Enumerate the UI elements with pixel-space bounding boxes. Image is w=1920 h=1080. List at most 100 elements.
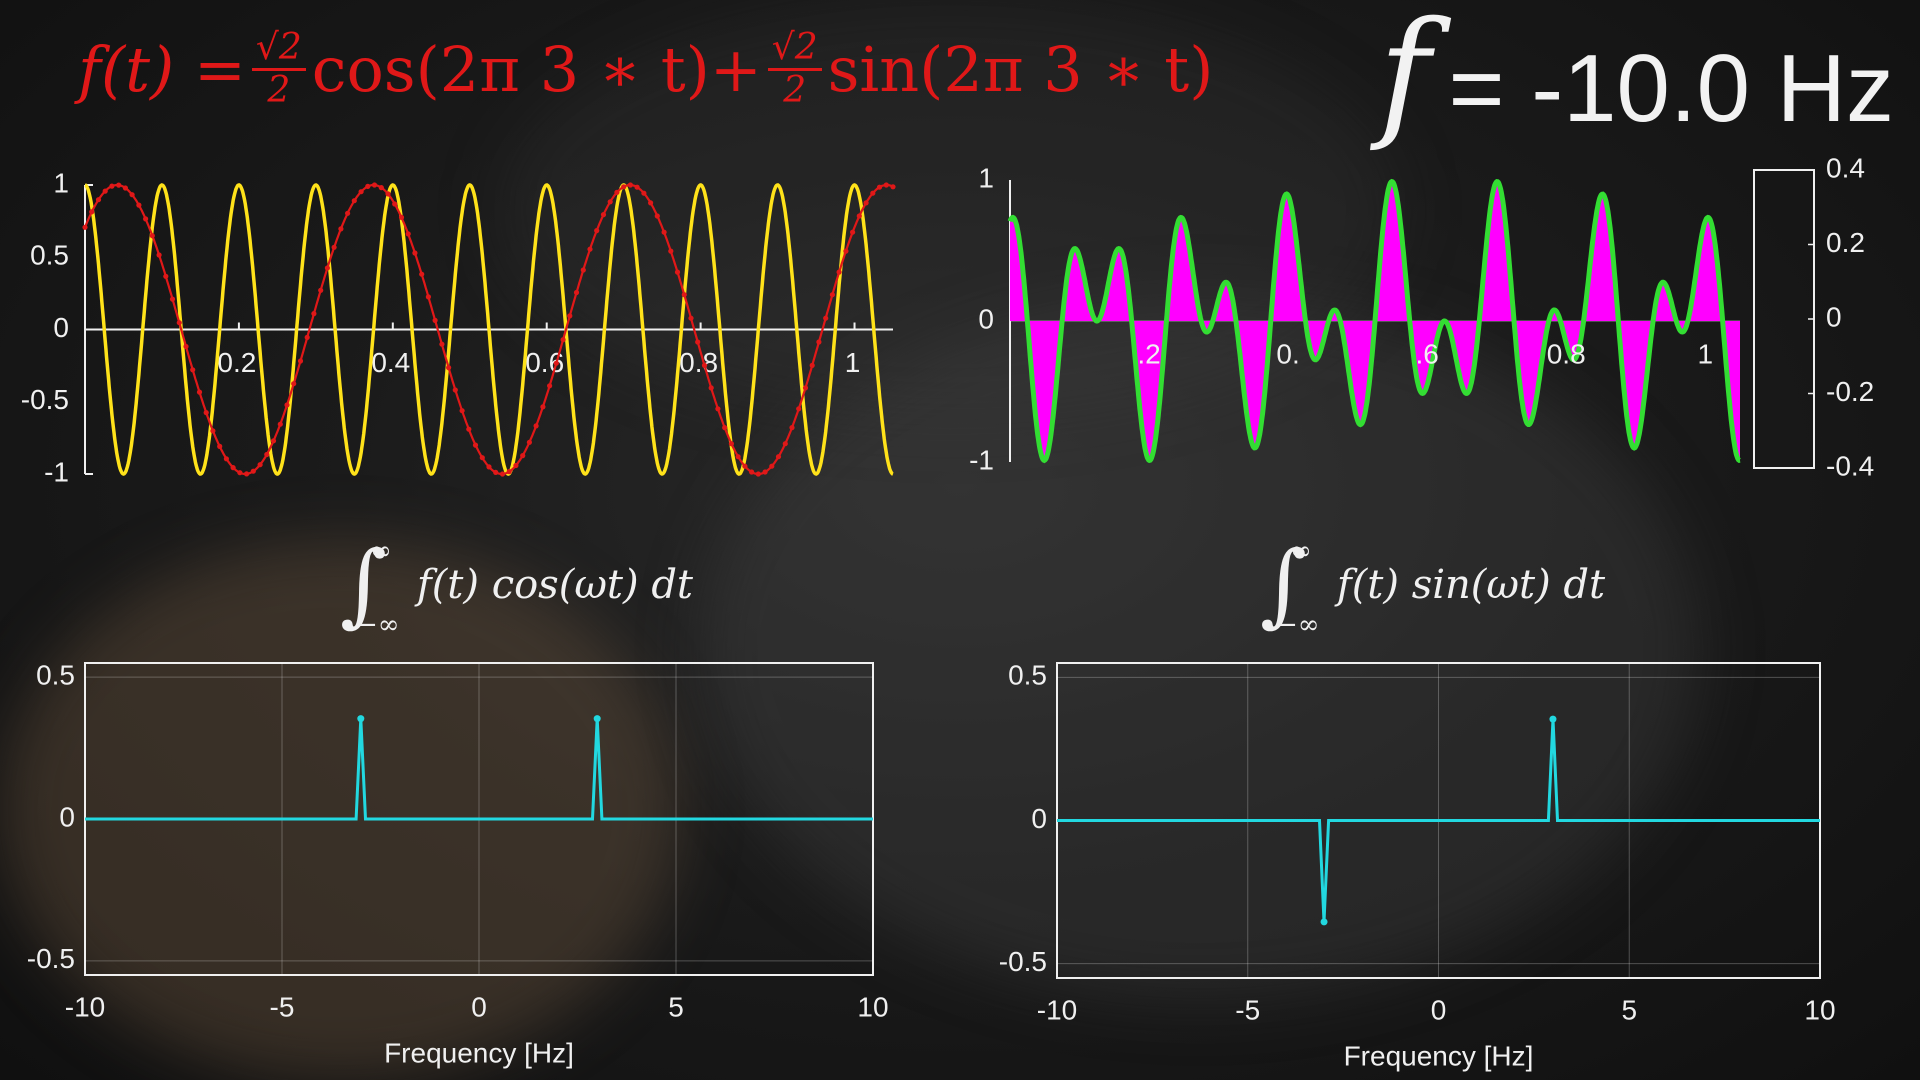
integral-sign-icon: ∫ ∞ −∞ (340, 532, 400, 640)
signal-sample-point (291, 381, 297, 387)
signal-sample-point (452, 387, 458, 393)
signal-sample-point (466, 426, 472, 432)
signal-sample-point (365, 183, 371, 189)
signal-sample-point (715, 406, 721, 412)
time-y-tick-label: -1 (44, 456, 69, 487)
signal-sample-point (876, 184, 883, 190)
integral-lower-limit: −∞ (356, 610, 400, 640)
signal-sample-point (708, 385, 714, 391)
signal-sample-point (735, 454, 741, 460)
signal-sample-point (493, 469, 499, 475)
signal-sample-point (654, 213, 660, 219)
sin-y-tick-label: 0.5 (1008, 660, 1047, 691)
signal-sample-point (621, 184, 627, 190)
integral-upper-limit: ∞ (1290, 536, 1312, 566)
sin-y-tick-label: 0 (1031, 803, 1047, 834)
signal-sample-point (661, 229, 667, 235)
signal-sample-point (722, 425, 728, 431)
signal-sample-point (412, 250, 418, 256)
signal-sample-point (378, 185, 384, 191)
signal-sample-point (338, 226, 344, 232)
signal-sample-point (607, 199, 613, 205)
signal-sample-point (870, 190, 876, 196)
signal-sample-point (318, 287, 324, 293)
signal-sample-point (856, 213, 862, 219)
signal-sample-point (789, 425, 795, 431)
signal-sample-point (284, 402, 290, 408)
time-y-tick-label: 1 (53, 167, 69, 198)
time-y-tick-label: 0 (53, 312, 69, 343)
product-x-tick-label: 0.8 (1547, 338, 1586, 369)
signal-sample-point (526, 439, 533, 445)
signal-sample-point (594, 228, 600, 234)
signal-sample-point (324, 265, 330, 271)
time-x-tick-label: 0.2 (217, 347, 256, 378)
signal-sample-point (479, 455, 485, 461)
signal-sample-point (439, 341, 445, 347)
colorbar-tick-label: 0 (1826, 301, 1842, 332)
signal-sample-point (217, 443, 223, 449)
formula-coef1-num: √2 (251, 30, 306, 71)
signal-sample-point (600, 212, 607, 218)
cos-peak-point (593, 715, 601, 723)
signal-sample-point (850, 229, 856, 235)
sin-x-tick-label: -5 (1235, 994, 1260, 1025)
formula-coef1: √2 2 (251, 30, 306, 111)
signal-sample-point (614, 189, 620, 195)
signal-sample-point (446, 365, 452, 371)
integral-expression: f(t) sin(ωt) dt (1336, 562, 1606, 608)
cos-x-tick-label: 0 (471, 991, 487, 1022)
signal-sample-point (506, 469, 512, 475)
signal-sample-point (668, 248, 674, 254)
signal-sample-point (196, 389, 203, 395)
signal-sample-point (634, 184, 640, 190)
signal-sample-point (405, 231, 411, 237)
signal-sample-point (540, 404, 546, 410)
signal-sample-point (122, 185, 128, 191)
sin-x-tick-label: 0 (1431, 994, 1447, 1025)
formula-coef2-den: 2 (783, 70, 807, 111)
signal-sample-point (304, 334, 310, 340)
signal-sample-point (890, 184, 896, 190)
integral-sign-icon: ∫ ∞ −∞ (1260, 532, 1320, 640)
signal-sample-point (129, 192, 135, 198)
signal-sample-point (843, 248, 849, 254)
sin-spectrum-line (1057, 719, 1820, 922)
cos-y-tick-label: 0.5 (36, 660, 75, 691)
signal-sample-point (432, 317, 438, 323)
integral-upper-limit: ∞ (370, 536, 392, 566)
signal-sample-point (250, 468, 256, 474)
signal-sample-point (796, 406, 802, 412)
product-x-tick-label: 0. (1276, 338, 1299, 369)
signal-sample-point (163, 273, 169, 279)
cos-spectrum-line (85, 718, 873, 821)
signal-sample-point (392, 201, 398, 207)
time-x-tick-label: 0.4 (371, 347, 410, 378)
signal-sample-point (728, 441, 735, 447)
cos-y-tick-label: -0.5 (27, 943, 75, 974)
frequency-readout: f = -10.0 Hz (1379, 4, 1894, 144)
formula-coef1-den: 2 (267, 70, 291, 111)
signal-sample-point (89, 209, 95, 215)
signal-sample-point (802, 385, 809, 391)
time-y-tick-label: 0.5 (30, 240, 69, 271)
signal-sample-point (223, 456, 229, 462)
signal-sample-point (95, 197, 102, 203)
signal-sample-point (244, 471, 250, 477)
frequency-value: = -10.0 Hz (1448, 35, 1894, 142)
time-x-tick-label: 0.8 (679, 347, 718, 378)
signal-sample-point (648, 200, 654, 206)
signal-sample-point (755, 471, 761, 477)
signal-formula: f(t) = √2 2 cos(2π 3 ∗ t)+ √2 2 sin(2π 3… (78, 30, 1213, 109)
cos-peak-point (357, 715, 365, 723)
colorbar-tick-label: 0.4 (1826, 152, 1865, 183)
sin-x-tick-label: -10 (1037, 994, 1077, 1025)
signal-sample-point (183, 343, 189, 350)
signal-sample-point (385, 191, 391, 197)
signal-sample-point (264, 451, 270, 458)
signal-sample-point (688, 315, 694, 321)
signal-sample-point (156, 252, 162, 258)
signal-sample-point (190, 367, 196, 373)
colorbar-frame (1753, 169, 1815, 469)
